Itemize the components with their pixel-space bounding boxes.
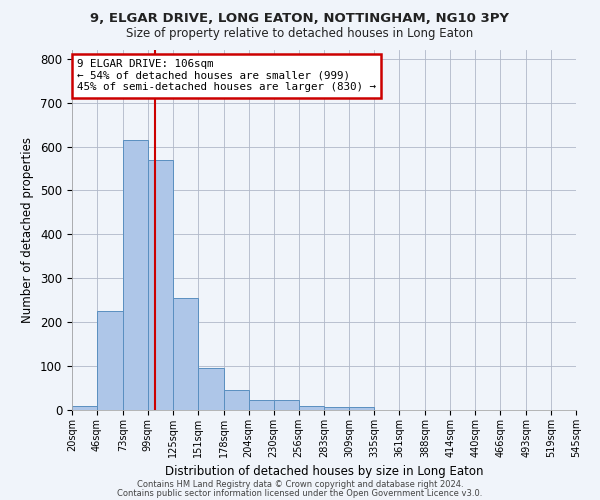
Bar [173, 298, 198, 410]
Text: 9 ELGAR DRIVE: 106sqm
← 54% of detached houses are smaller (999)
45% of semi-det: 9 ELGAR DRIVE: 106sqm ← 54% of detached … [77, 59, 376, 92]
Text: Size of property relative to detached houses in Long Eaton: Size of property relative to detached ho… [127, 28, 473, 40]
Bar [72, 406, 97, 410]
Bar [198, 368, 224, 410]
Bar [224, 390, 248, 410]
Bar [274, 400, 299, 410]
Bar [248, 400, 274, 410]
Bar [325, 407, 349, 410]
Bar [123, 140, 148, 410]
Text: 9, ELGAR DRIVE, LONG EATON, NOTTINGHAM, NG10 3PY: 9, ELGAR DRIVE, LONG EATON, NOTTINGHAM, … [91, 12, 509, 26]
Y-axis label: Number of detached properties: Number of detached properties [22, 137, 34, 323]
X-axis label: Distribution of detached houses by size in Long Eaton: Distribution of detached houses by size … [165, 466, 483, 478]
Bar [97, 311, 123, 410]
Bar [148, 160, 173, 410]
Text: Contains public sector information licensed under the Open Government Licence v3: Contains public sector information licen… [118, 488, 482, 498]
Bar [349, 407, 374, 410]
Text: Contains HM Land Registry data © Crown copyright and database right 2024.: Contains HM Land Registry data © Crown c… [137, 480, 463, 489]
Bar [299, 406, 325, 410]
